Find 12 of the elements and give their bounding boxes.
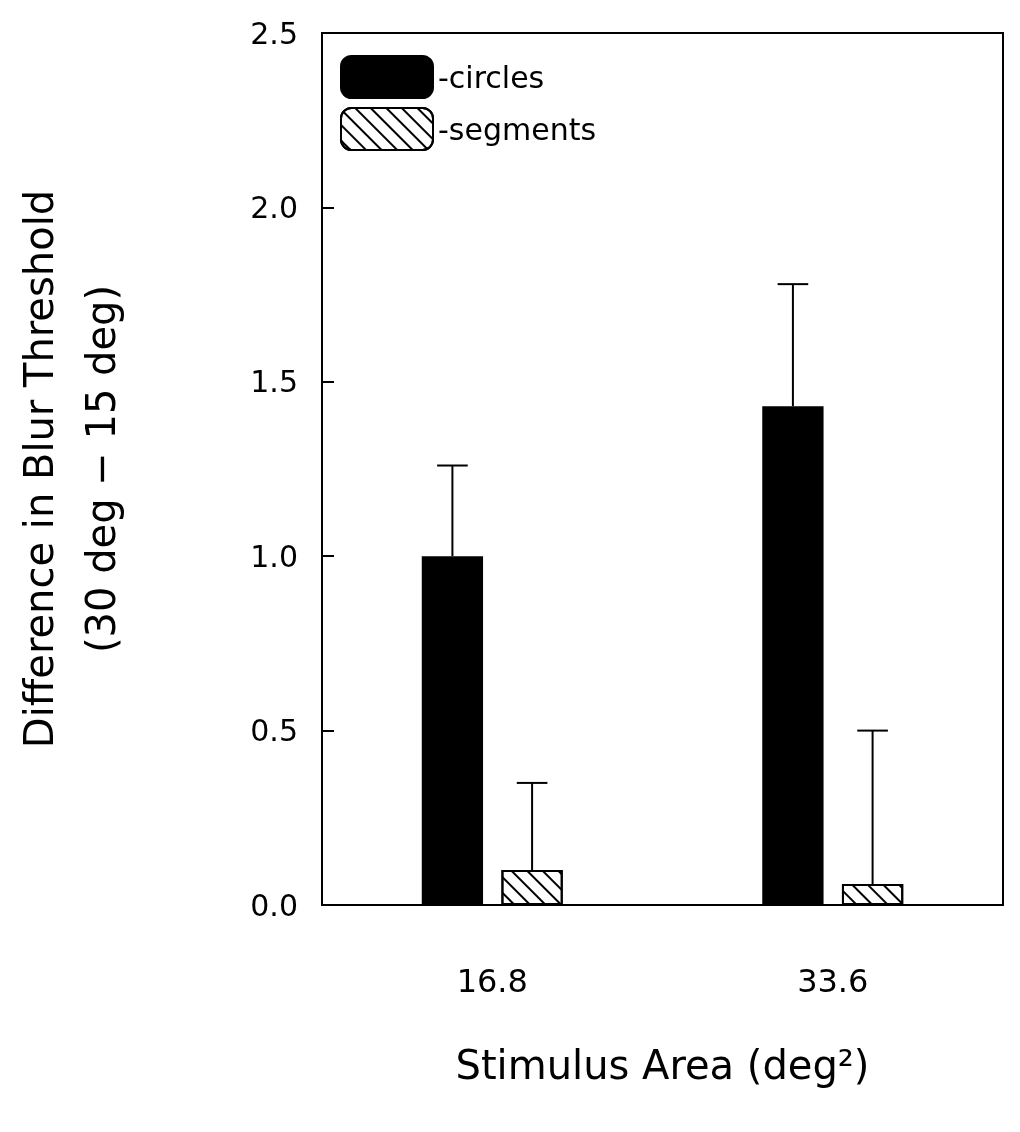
- y-axis-title: Difference in Blur Threshold (30 deg − 15 deg): [16, 189, 124, 749]
- y-tick-label: 0.0: [250, 887, 298, 923]
- y-tick-label: 1.5: [250, 364, 298, 400]
- legend-label: -segments: [438, 111, 597, 147]
- x-axis-title: Stimulus Area (deg²): [455, 1042, 870, 1088]
- y-tick-label: 1.0: [250, 538, 298, 574]
- x-tick-label: 33.6: [797, 962, 869, 1000]
- y-tick-label: 0.5: [250, 713, 298, 749]
- x-tick-label: 16.8: [456, 962, 528, 1000]
- y-tick-label: 2.5: [250, 15, 298, 51]
- y-tick-label: 2.0: [250, 189, 298, 225]
- legend-label: -circles: [438, 59, 545, 95]
